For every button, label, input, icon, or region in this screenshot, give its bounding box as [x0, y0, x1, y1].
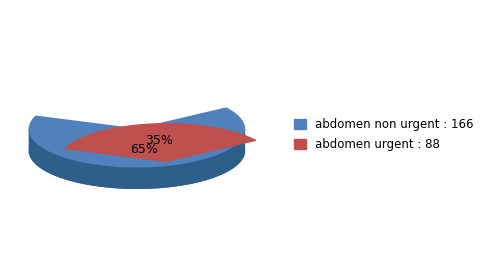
Text: 65%: 65%	[130, 143, 158, 156]
Text: 35%: 35%	[145, 134, 173, 147]
Polygon shape	[29, 151, 244, 188]
Polygon shape	[29, 108, 244, 167]
Legend: abdomen non urgent : 166, abdomen urgent : 88: abdomen non urgent : 166, abdomen urgent…	[289, 113, 478, 156]
Polygon shape	[29, 129, 244, 188]
Polygon shape	[65, 124, 255, 161]
